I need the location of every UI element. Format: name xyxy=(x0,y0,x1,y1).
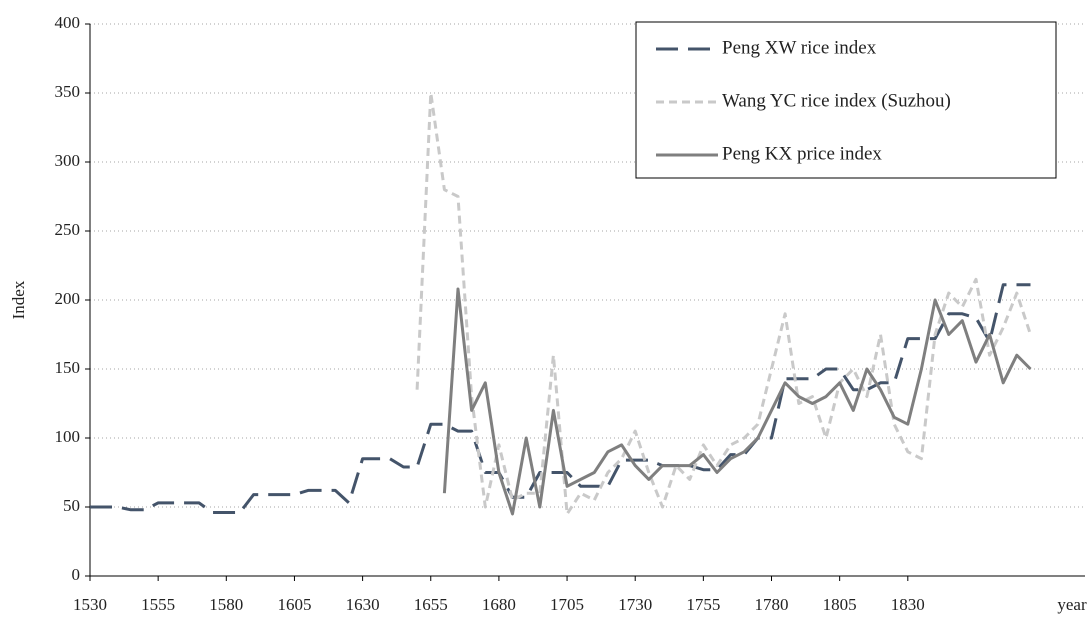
x-tick-label: 1630 xyxy=(346,595,380,614)
y-tick-label: 100 xyxy=(55,427,81,446)
series-line xyxy=(90,283,1031,514)
y-tick-label: 350 xyxy=(55,82,81,101)
x-tick-label: 1805 xyxy=(823,595,857,614)
x-tick-label: 1580 xyxy=(209,595,243,614)
x-tick-label: 1780 xyxy=(755,595,789,614)
x-tick-label: 1555 xyxy=(141,595,175,614)
series-line xyxy=(442,287,1032,516)
x-tick-label: 1680 xyxy=(482,595,516,614)
y-axis-label: Index xyxy=(9,280,28,319)
legend: Peng XW rice index Wang YC rice index (Su… xyxy=(635,21,1057,179)
x-tick-label: 1830 xyxy=(891,595,925,614)
x-tick-label: 1705 xyxy=(550,595,584,614)
y-tick-label: 400 xyxy=(55,13,81,32)
legend-label: Peng KX price index xyxy=(722,143,882,164)
x-tick-label: 1755 xyxy=(686,595,720,614)
x-tick-label: 1655 xyxy=(414,595,448,614)
x-tick-label: 1730 xyxy=(618,595,652,614)
x-axis-label: year xyxy=(1057,595,1087,614)
x-tick-label: 1530 xyxy=(73,595,107,614)
legend-label: Wang YC rice index (Suzhou) xyxy=(722,90,951,111)
y-tick-label: 50 xyxy=(63,496,80,515)
y-tick-label: 0 xyxy=(72,565,81,584)
y-tick-label: 250 xyxy=(55,220,81,239)
y-tick-label: 200 xyxy=(55,289,81,308)
series-line xyxy=(415,91,1032,516)
y-tick-label: 300 xyxy=(55,151,81,170)
legend-label: Peng XW rice index xyxy=(722,37,877,58)
x-tick-label: 1605 xyxy=(277,595,311,614)
y-tick-label: 150 xyxy=(55,358,81,377)
